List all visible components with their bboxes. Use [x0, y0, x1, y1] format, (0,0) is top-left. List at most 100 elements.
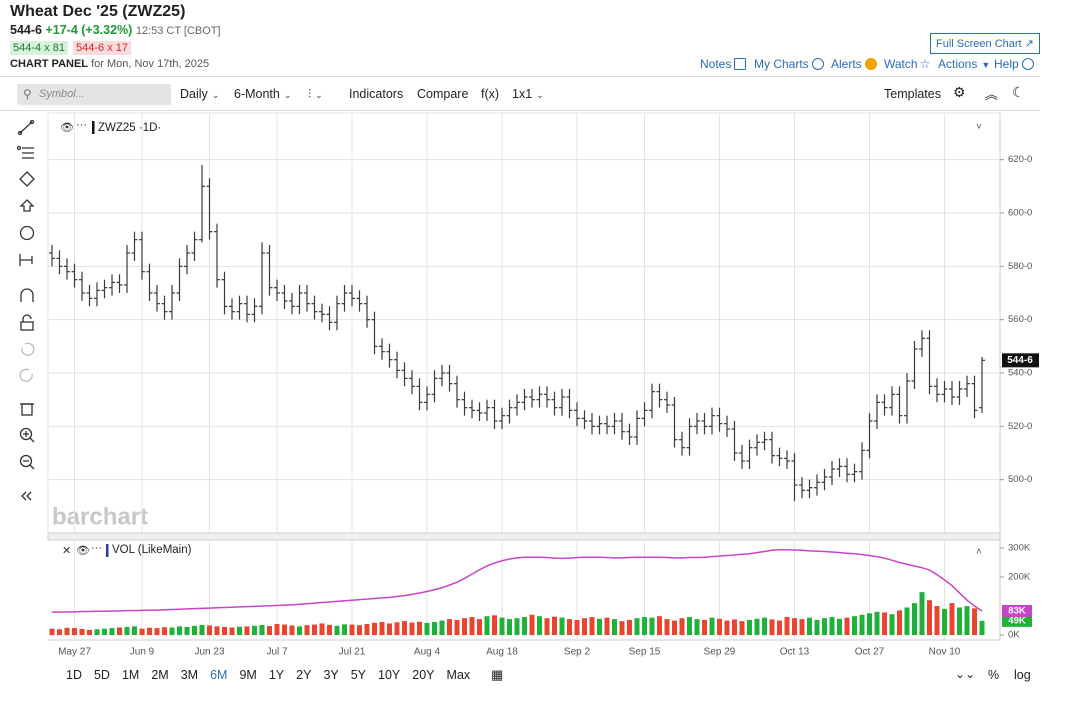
pane-toggle[interactable]: ˅: [976, 122, 982, 133]
tool-magnet[interactable]: [20, 288, 34, 302]
tool-count[interactable]: [19, 225, 35, 241]
close-icon[interactable]: ✕: [62, 545, 71, 557]
range-button[interactable]: 2Y: [296, 668, 312, 682]
volume-bar: [559, 617, 565, 636]
range-button[interactable]: 3Y: [323, 668, 339, 682]
alerts-link[interactable]: Alerts: [831, 57, 877, 71]
tool-delete[interactable]: [20, 403, 34, 416]
volume-bar: [64, 627, 70, 636]
volume-bar: [769, 619, 775, 636]
settings-button[interactable]: ⚙: [953, 84, 966, 100]
tool-redo[interactable]: [19, 368, 33, 382]
volume-bar: [507, 619, 512, 636]
compare-button[interactable]: Compare: [417, 87, 469, 101]
eye-icon[interactable]: 👁: [60, 122, 74, 134]
volume-bar: [627, 619, 632, 636]
my-charts-link[interactable]: My Charts: [754, 57, 824, 71]
range-button[interactable]: 2M: [151, 668, 169, 682]
menu-dots[interactable]: ···: [91, 542, 102, 554]
volume-bar: [964, 606, 970, 636]
volume-bar: [784, 617, 790, 636]
menu-dots[interactable]: ···: [76, 119, 87, 131]
volume-bar: [274, 624, 280, 636]
tool-collapse[interactable]: [21, 491, 32, 501]
volume-bar: [199, 624, 205, 636]
volume-bar: [139, 628, 145, 636]
volume-bar: [432, 622, 437, 636]
price-legend: 👁 ··· ZWZ25 ·1D· ˅: [60, 119, 982, 134]
volume-bar: [949, 603, 955, 636]
range-button[interactable]: 1Y: [268, 668, 285, 682]
full-screen-button[interactable]: Full Screen Chart ↗: [930, 33, 1040, 54]
tool-undo[interactable]: [21, 342, 35, 356]
chart-type-menu[interactable]: ⫶ ⌄: [308, 87, 323, 101]
x-tick-label: Jul 7: [266, 647, 288, 658]
layout-menu[interactable]: 1x1 ⌄: [512, 87, 544, 101]
range-button[interactable]: 3M: [180, 668, 199, 682]
pane-toggle[interactable]: ˄: [976, 547, 982, 558]
range-button[interactable]: Max: [446, 668, 471, 682]
volume-bar: [612, 619, 617, 636]
volume-bar: [514, 618, 520, 636]
volume-bar: [687, 617, 692, 636]
tool-arrow[interactable]: [19, 199, 35, 212]
range-button[interactable]: 1D: [66, 668, 82, 682]
volume-bar: [207, 625, 212, 636]
volume-bar: [957, 607, 962, 636]
value-label: 49K: [1008, 615, 1026, 626]
tool-fib[interactable]: [16, 145, 35, 159]
volume-bar: [364, 624, 370, 636]
theme-button[interactable]: ☾: [1012, 84, 1025, 100]
volume-bar: [342, 624, 347, 636]
last-price-label: 544-6: [1007, 355, 1033, 366]
range-button[interactable]: 1M: [121, 668, 140, 682]
x-tick-label: Sep 2: [564, 647, 591, 658]
volume-bar: [214, 626, 220, 636]
range-button[interactable]: 6M: [210, 668, 228, 682]
tool-measure[interactable]: [19, 254, 33, 266]
pane-divider: [47, 532, 1001, 541]
volume-bar: [334, 625, 340, 636]
volume-bar: [297, 626, 302, 636]
indicators-button[interactable]: Indicators: [349, 87, 404, 101]
volume-bar: [649, 617, 655, 636]
collapse-button[interactable]: ︽: [985, 87, 999, 102]
volume-bar: [312, 624, 317, 636]
range-button[interactable]: 9M: [239, 668, 257, 682]
drawing-tools: [16, 119, 35, 501]
range-button[interactable]: 10Y: [378, 668, 401, 682]
period-menu[interactable]: 6-Month ⌄: [234, 87, 291, 101]
fx-button[interactable]: f(x): [481, 87, 500, 101]
tool-line[interactable]: [17, 119, 35, 136]
y-tick-label: 0K: [1008, 630, 1020, 641]
percent-toggle[interactable]: %: [988, 668, 1000, 682]
icon: [1021, 58, 1034, 70]
date-picker[interactable]: ▦: [491, 667, 504, 682]
menu-label: 6-Month: [234, 87, 280, 101]
range-button[interactable]: 5D: [93, 668, 110, 682]
range-button[interactable]: 20Y: [412, 668, 435, 682]
templates-button[interactable]: Templates: [884, 87, 941, 101]
log-toggle[interactable]: log: [1014, 668, 1031, 682]
help-link[interactable]: Help: [994, 57, 1034, 71]
tool-zoom-out[interactable]: [19, 454, 35, 470]
expand-button[interactable]: ⌄⌄: [955, 667, 976, 681]
value-label-box: [1002, 614, 1032, 627]
actions-link[interactable]: Actions ▼: [938, 57, 990, 71]
volume-bar: [552, 616, 557, 636]
volume-bar: [792, 618, 797, 636]
volume-bar: [424, 622, 430, 636]
volume-bar: [499, 617, 505, 636]
notes-link[interactable]: Notes: [700, 57, 747, 71]
tool-lock[interactable]: [20, 314, 34, 331]
caret: ⌄: [211, 90, 220, 100]
watch-link[interactable]: Watch ☆: [884, 57, 930, 71]
volume-bar: [439, 620, 445, 636]
symbol-search[interactable]: ⚲ Symbol...: [17, 84, 171, 105]
range-button[interactable]: 5Y: [350, 668, 367, 682]
eye-icon[interactable]: 👁: [76, 545, 90, 557]
tool-shape[interactable]: [19, 171, 35, 187]
tool-zoom-in[interactable]: [19, 427, 35, 443]
volume-bar: [604, 617, 610, 636]
interval-menu[interactable]: Daily ⌄: [180, 87, 219, 101]
